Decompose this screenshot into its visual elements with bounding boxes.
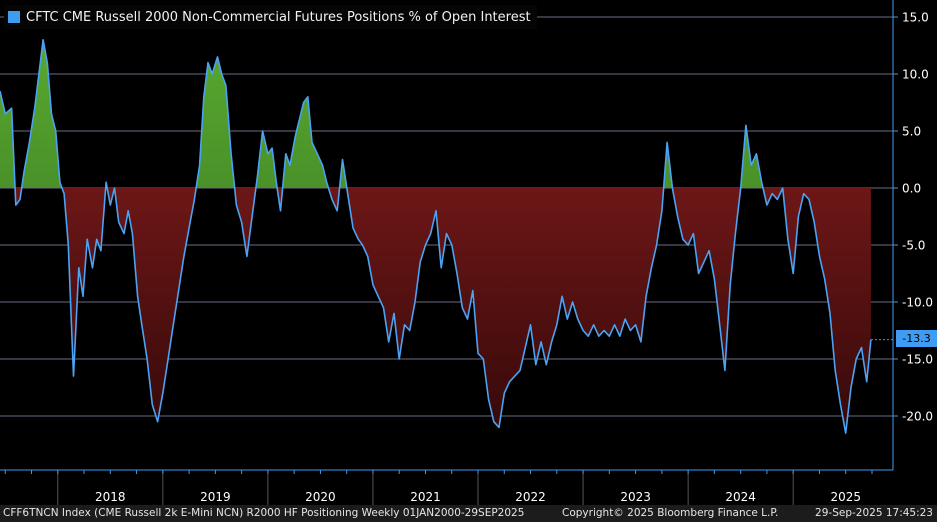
y-tick-label: 5.0 bbox=[902, 125, 921, 139]
x-tick-label: 2021 bbox=[410, 490, 441, 504]
y-axis: 15.0 10.0 5.0 0.0 -5.0 -10.0 -15.0 -20.0 bbox=[892, 0, 933, 470]
x-tick-label: 2022 bbox=[515, 490, 546, 504]
x-tick-label: 2025 bbox=[830, 490, 861, 504]
legend-swatch bbox=[8, 11, 20, 23]
x-tick-label: 2023 bbox=[620, 490, 651, 504]
last-value-label: -13.3 bbox=[896, 330, 937, 347]
x-tick-label: 2019 bbox=[200, 490, 231, 504]
area-fills bbox=[0, 39, 871, 434]
y-tick-label: 15.0 bbox=[902, 11, 929, 25]
x-axis: 2018 2019 2020 2021 2022 2023 2024 2025 bbox=[0, 469, 937, 505]
x-tick-label: 2020 bbox=[305, 490, 336, 504]
y-tick-label: 10.0 bbox=[902, 68, 929, 82]
x-axis-band bbox=[0, 470, 937, 505]
footer-security: CFF6TNCN Index (CME Russell 2k E-Mini NC… bbox=[3, 507, 525, 519]
y-tick-label: -5.0 bbox=[902, 239, 925, 253]
y-tick-label: 0.0 bbox=[902, 182, 921, 196]
legend-label: CFTC CME Russell 2000 Non-Commercial Fut… bbox=[26, 9, 531, 25]
x-tick-label: 2024 bbox=[725, 490, 756, 504]
y-tick-label: -15.0 bbox=[902, 353, 933, 367]
negative-area bbox=[0, 188, 871, 434]
y-tick-label: -20.0 bbox=[902, 410, 933, 424]
series-line-path bbox=[0, 39, 872, 434]
positive-area bbox=[0, 39, 871, 188]
y-tick-label: -10.0 bbox=[902, 296, 933, 310]
footer: CFF6TNCN Index (CME Russell 2k E-Mini NC… bbox=[0, 505, 937, 522]
legend: CFTC CME Russell 2000 Non-Commercial Fut… bbox=[4, 5, 537, 29]
footer-timestamp: 29-Sep-2025 17:45:23 bbox=[815, 507, 933, 519]
x-tick-label: 2018 bbox=[95, 490, 126, 504]
series-line bbox=[0, 39, 893, 434]
footer-copyright: Copyright© 2025 Bloomberg Finance L.P. bbox=[562, 507, 779, 519]
